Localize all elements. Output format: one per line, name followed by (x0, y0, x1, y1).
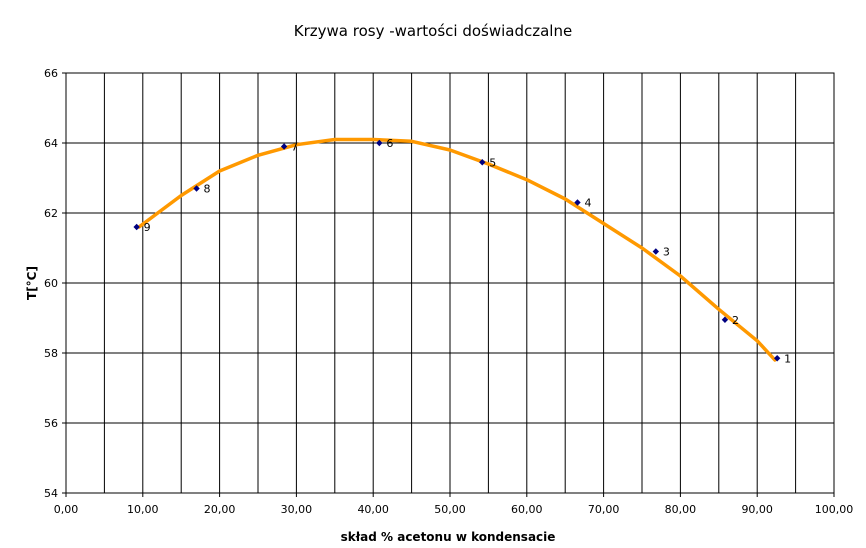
data-point-label: 2 (732, 314, 739, 327)
x-tick-label: 90,00 (741, 503, 773, 516)
x-tick-label: 10,00 (127, 503, 159, 516)
data-point-label: 7 (291, 141, 298, 154)
y-tick-label: 58 (44, 347, 58, 360)
data-point-label: 3 (663, 246, 670, 259)
data-point-label: 4 (584, 197, 591, 210)
data-point-label: 1 (784, 352, 791, 365)
data-point-marker (280, 143, 288, 150)
x-tick-label: 30,00 (281, 503, 313, 516)
x-tick-label: 60,00 (511, 503, 543, 516)
data-point-label: 5 (489, 156, 496, 169)
x-tick-label: 50,00 (434, 503, 466, 516)
data-point-marker (133, 223, 140, 231)
trendline (137, 137, 777, 362)
y-tick-label: 64 (44, 137, 58, 150)
x-axis-ticks: 0,00 10,00 20,00 30,00 40,00 50,00 60,00 70,00 8… (54, 493, 854, 516)
y-tick-label: 60 (44, 277, 58, 290)
y-tick-label: 54 (44, 487, 58, 500)
x-tick-label: 70,00 (588, 503, 620, 516)
data-point-label: 6 (386, 137, 393, 150)
data-point-marker (574, 199, 581, 206)
data-point-marker (652, 248, 660, 255)
y-tick-label: 56 (44, 417, 58, 430)
y-tick-label: 62 (44, 207, 58, 220)
data-point-marker (479, 159, 486, 166)
y-axis-ticks: 54 56 58 60 62 64 66 (44, 67, 66, 500)
y-tick-label: 66 (44, 67, 58, 80)
x-tick-label: 40,00 (357, 503, 389, 516)
data-point-marker (193, 185, 200, 192)
grid (66, 73, 834, 493)
x-axis-title: skład % acetonu w kondensacie (341, 530, 556, 544)
x-tick-label: 80,00 (665, 503, 697, 516)
chart-title: Krzywa rosy -wartości doświadczalne (294, 22, 572, 40)
y-axis-title: T[°C] (25, 266, 39, 300)
x-tick-label: 20,00 (204, 503, 236, 516)
data-point-label: 9 (144, 221, 151, 234)
data-point-label: 8 (204, 183, 211, 196)
data-point-marker (773, 355, 781, 362)
data-points: 1 2 3 4 5 6 7 8 9 (133, 137, 791, 365)
x-tick-label: 0,00 (54, 503, 79, 516)
data-point-marker (376, 139, 383, 147)
x-tick-label: 100,00 (815, 503, 854, 516)
data-point-marker (721, 316, 729, 323)
